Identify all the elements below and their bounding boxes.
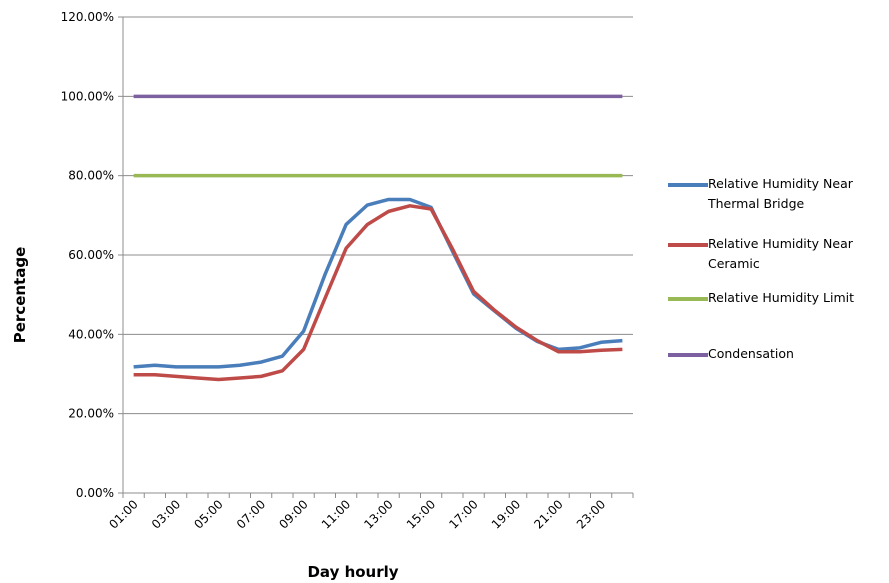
x-tick-label: 15:00 (404, 497, 438, 531)
legend-label: Condensation (708, 346, 794, 361)
x-axis-title: Day hourly (307, 563, 398, 581)
x-tick-label: 23:00 (574, 497, 608, 531)
y-tick-label: 0.00% (76, 486, 114, 500)
x-tick-label: 17:00 (446, 497, 480, 531)
y-tick-label: 60.00% (68, 248, 114, 262)
x-tick-label: 21:00 (531, 497, 565, 531)
legend-item: Relative Humidity Near Thermal Bridge (668, 174, 889, 211)
x-tick-label: 13:00 (361, 497, 395, 531)
x-tick-labels: 01:00 03:00 05:00 07:00 09:00 11:00 13:00 15:00… (106, 497, 608, 531)
legend-swatch (668, 183, 708, 187)
gridlines (123, 16, 633, 415)
legend-label: Relative Humidity Near Thermal Bridge (708, 176, 853, 211)
y-tick-label: 80.00% (68, 169, 114, 183)
y-tick-labels: 0.00% 20.00% 40.00% 60.00% 80.00% 100.00% 120.… (61, 10, 114, 500)
x-tick-label: 19:00 (489, 497, 523, 531)
legend-swatch (668, 243, 708, 247)
y-axis-title: Percentage (11, 247, 29, 344)
series-line (133, 197, 623, 369)
legend-swatch (668, 297, 708, 301)
x-tick-label: 03:00 (149, 497, 183, 531)
legend-item: Relative Humidity Limit (668, 288, 889, 308)
legend-item: Condensation (668, 344, 889, 364)
series-lines (133, 94, 623, 382)
x-tick-label: 01:00 (106, 497, 140, 531)
y-tick-label: 120.00% (61, 10, 114, 24)
legend-swatch (668, 353, 708, 357)
legend-label: Relative Humidity Limit (708, 290, 855, 305)
series-line (133, 204, 623, 382)
y-tick-label: 100.00% (61, 89, 114, 103)
x-tick-label: 11:00 (319, 497, 353, 531)
x-tick-label: 07:00 (234, 497, 268, 531)
x-tick-label: 05:00 (191, 497, 225, 531)
x-tick-label: 09:00 (276, 497, 310, 531)
y-tick-label: 40.00% (68, 327, 114, 341)
axes (118, 16, 634, 498)
legend-item: Relative Humidity Near Ceramic (668, 234, 889, 271)
y-tick-label: 20.00% (68, 407, 114, 421)
legend-label: Relative Humidity Near Ceramic (708, 236, 853, 271)
